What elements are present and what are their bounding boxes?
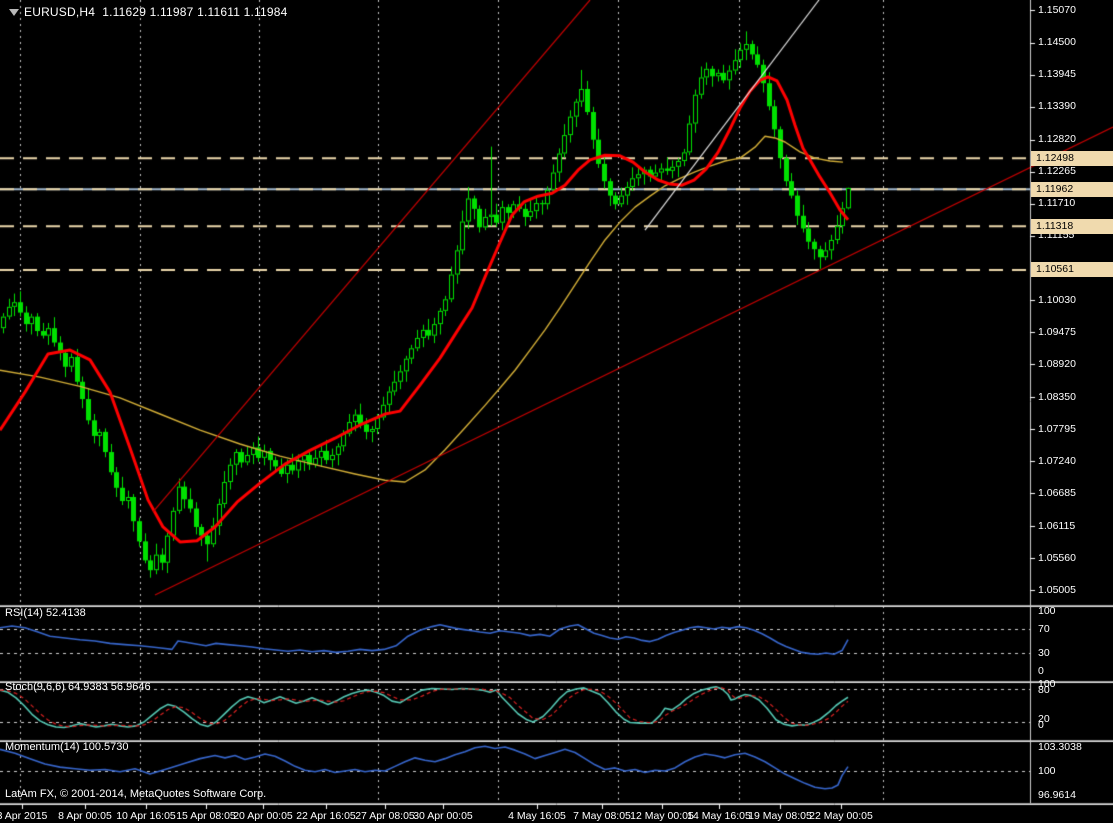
price-level-badge: 1.11962 [1031, 181, 1113, 197]
price-tick-label: 1.06115 [1038, 519, 1076, 532]
time-tick-label: 12 May 00:05 [630, 810, 694, 822]
price-tick-label: 1.10030 [1038, 293, 1076, 306]
price-tick-label: 1.13945 [1038, 68, 1076, 81]
momentum-label: Momentum(14) 100.5730 [5, 741, 129, 753]
price-tick-label: 1.14500 [1038, 36, 1076, 49]
price-tick-label: 1.07240 [1038, 454, 1076, 467]
symbol-dropdown-icon[interactable] [9, 9, 19, 16]
ohlc-values: 1.11629 1.11987 1.11611 1.11984 [102, 5, 288, 19]
time-tick-label: 27 Apr 08:05 [355, 810, 415, 822]
price-tick-label: 1.09475 [1038, 325, 1076, 338]
rsi-label: RSI(14) 52.4138 [5, 607, 86, 619]
time-tick-label: 8 Apr 00:05 [58, 810, 112, 822]
price-tick-label: 1.06685 [1038, 486, 1076, 499]
time-tick-label: 20 Apr 00:05 [233, 810, 293, 822]
price-tick-label: 1.13390 [1038, 100, 1076, 113]
time-axis[interactable]: 3 Apr 2015 8 Apr 00:05 10 Apr 16:05 15 Apr … [0, 804, 1113, 823]
price-level-badge: 1.12498 [1031, 150, 1113, 166]
time-tick-label: 7 May 08:05 [573, 810, 631, 822]
time-tick-label: 10 Apr 16:05 [116, 810, 176, 822]
time-tick-label: 15 Apr 08:05 [176, 810, 236, 822]
chart-title: EURUSD,H4 1.11629 1.11987 1.11611 1.1198… [24, 5, 288, 19]
time-tick-label: 4 May 16:05 [508, 810, 566, 822]
copyright-text: LatAm FX, © 2001-2014, MetaQuotes Softwa… [5, 788, 267, 800]
time-tick-label: 14 May 16:05 [687, 810, 751, 822]
time-tick-label: 3 Apr 2015 [0, 810, 48, 822]
price-tick-label: 1.12820 [1038, 133, 1076, 146]
price-level-badge: 1.10561 [1031, 262, 1113, 278]
price-tick-label: 1.12265 [1038, 165, 1076, 178]
price-tick-label: 1.15070 [1038, 3, 1076, 16]
time-tick-label: 22 Apr 16:05 [296, 810, 356, 822]
price-tick-label: 1.11710 [1038, 197, 1076, 210]
time-tick-label: 19 May 08:05 [748, 810, 812, 822]
price-tick-label: 1.07795 [1038, 422, 1076, 435]
price-tick-label: 1.08350 [1038, 390, 1076, 403]
price-tick-label: 1.05560 [1038, 551, 1076, 564]
price-axis[interactable]: 1.15070 1.14500 1.13945 1.13390 1.12820 1.122… [1030, 0, 1113, 803]
time-tick-label: 30 Apr 00:05 [413, 810, 473, 822]
stoch-label: Stoch(9,6,6) 64.9383 56.9646 [5, 681, 151, 693]
symbol-label: EURUSD,H4 [24, 5, 96, 19]
price-tick-label: 1.05005 [1038, 583, 1076, 596]
price-level-badge: 1.11318 [1031, 218, 1113, 234]
time-tick-label: 22 May 00:05 [809, 810, 873, 822]
price-tick-label: 1.08920 [1038, 357, 1076, 370]
